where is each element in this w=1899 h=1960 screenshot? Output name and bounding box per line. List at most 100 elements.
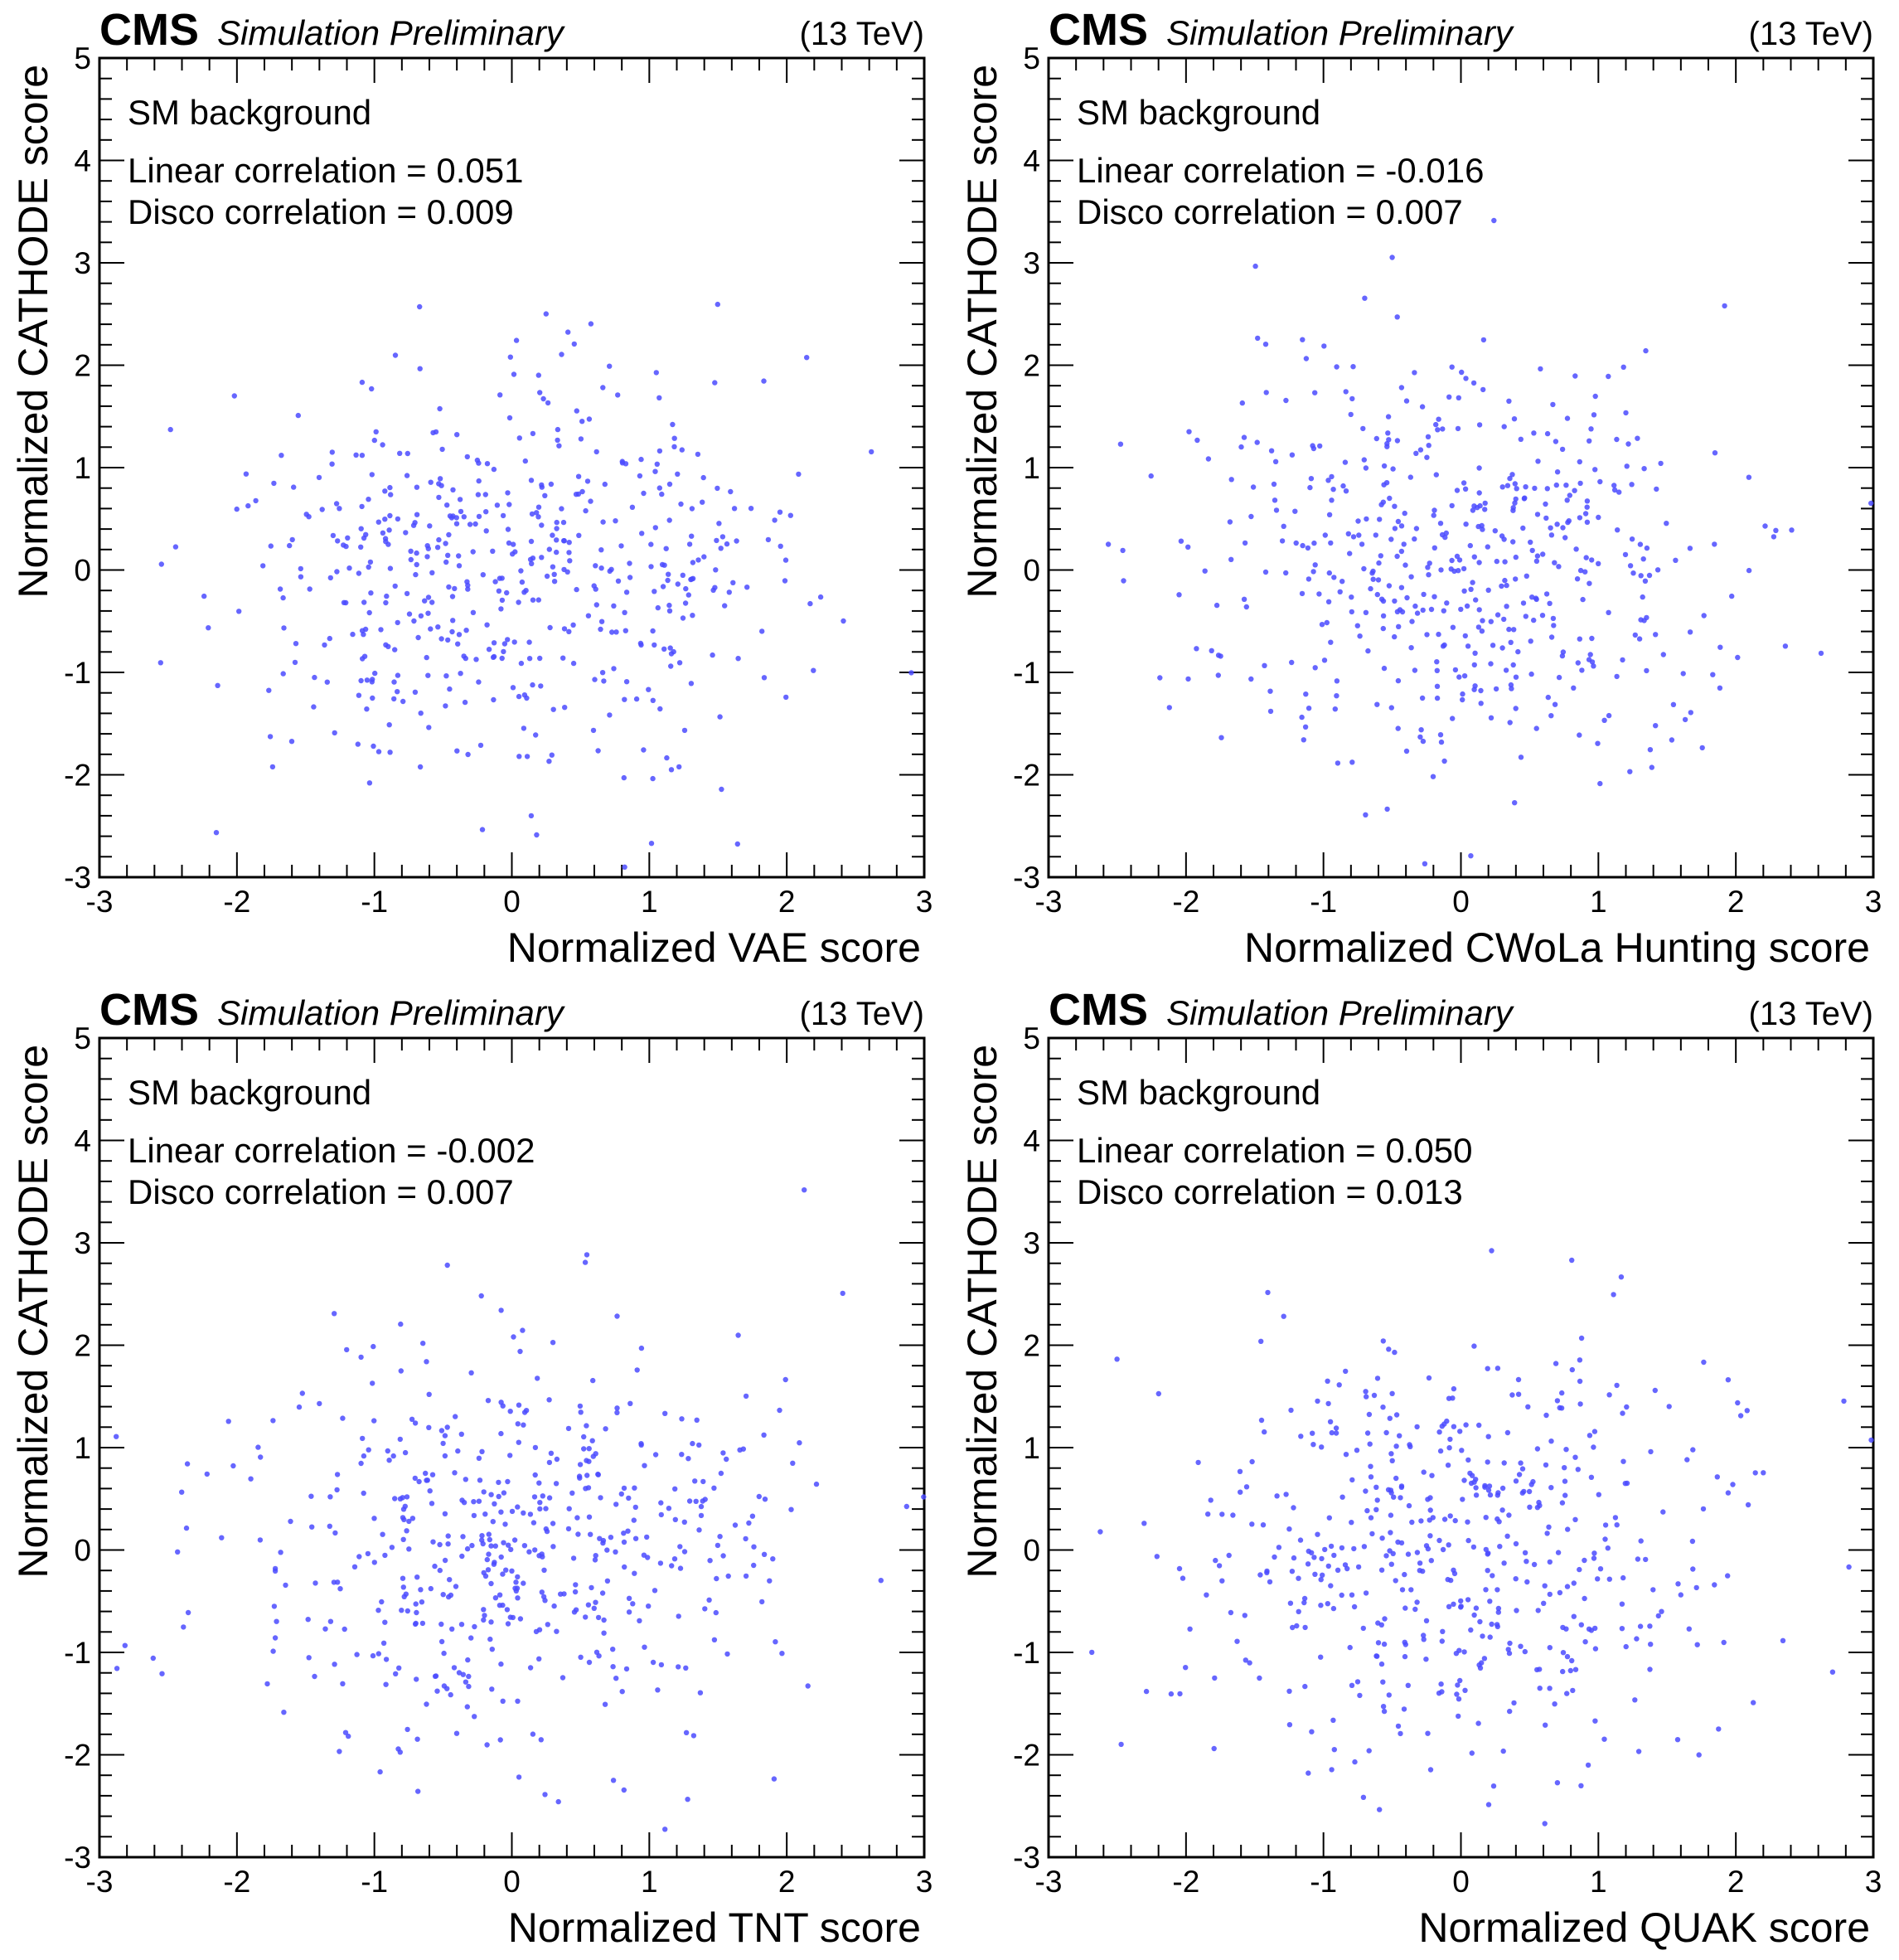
data-point xyxy=(1375,1620,1381,1626)
data-point xyxy=(1357,1692,1363,1699)
data-point xyxy=(533,732,539,738)
data-point xyxy=(253,497,259,504)
data-point xyxy=(1547,1591,1553,1598)
data-point xyxy=(1176,592,1182,598)
data-point xyxy=(696,1527,702,1533)
data-point xyxy=(462,699,468,706)
data-point xyxy=(1513,706,1519,711)
data-point xyxy=(1482,507,1488,512)
data-point xyxy=(332,1530,338,1536)
data-point xyxy=(601,1630,607,1636)
data-point xyxy=(387,484,393,491)
data-point xyxy=(1462,486,1469,492)
data-point xyxy=(1211,1745,1217,1752)
x-tick-label: 2 xyxy=(778,885,796,919)
data-point xyxy=(1634,1636,1640,1642)
data-point xyxy=(1537,1686,1543,1691)
data-point xyxy=(329,461,335,467)
data-point xyxy=(449,628,455,635)
data-point xyxy=(542,1598,548,1603)
data-point xyxy=(1252,263,1258,269)
data-point xyxy=(527,1511,534,1517)
panel-vae: CMS Simulation Preliminary (13 TeV) -3 -2 -1 0… xyxy=(0,0,949,980)
data-point xyxy=(1334,364,1339,370)
data-point xyxy=(1591,663,1596,669)
data-point xyxy=(1398,523,1405,529)
data-point xyxy=(1424,632,1430,638)
data-point xyxy=(426,1391,432,1397)
data-point xyxy=(1629,482,1635,488)
data-point xyxy=(632,1570,637,1576)
data-point xyxy=(461,653,467,659)
data-point xyxy=(1364,516,1369,522)
data-point xyxy=(438,1638,445,1645)
data-point xyxy=(271,1603,278,1609)
data-point xyxy=(1381,1641,1388,1647)
data-point xyxy=(652,642,657,648)
data-point xyxy=(491,696,497,703)
data-point xyxy=(1471,1612,1477,1618)
data-point xyxy=(586,1446,592,1452)
data-point xyxy=(422,598,428,604)
data-point xyxy=(487,1536,492,1543)
data-point xyxy=(1392,1349,1398,1356)
data-point xyxy=(414,1574,420,1580)
data-point xyxy=(1490,1783,1497,1789)
data-point xyxy=(556,443,562,449)
data-point xyxy=(1213,1557,1218,1564)
y-tick-label: 1 xyxy=(74,1431,91,1465)
data-point xyxy=(479,1537,485,1543)
data-point xyxy=(543,311,549,317)
y-tick-label: 5 xyxy=(1023,1021,1040,1055)
data-point xyxy=(650,775,656,782)
data-point xyxy=(501,641,508,647)
data-point xyxy=(1380,613,1387,619)
x-tick-label: -1 xyxy=(1310,1865,1337,1899)
data-point xyxy=(395,516,401,522)
data-point xyxy=(1398,1483,1405,1489)
data-point xyxy=(1744,1408,1750,1414)
data-point xyxy=(1378,502,1384,507)
data-point xyxy=(1281,1313,1286,1319)
data-point xyxy=(500,1698,506,1704)
data-point xyxy=(1597,478,1603,485)
data-point xyxy=(1591,412,1597,418)
data-point xyxy=(1258,1338,1264,1344)
data-point xyxy=(698,1512,705,1519)
data-point xyxy=(1543,591,1550,597)
data-point xyxy=(666,571,671,577)
data-point xyxy=(716,521,722,526)
data-point xyxy=(652,468,658,474)
data-point xyxy=(1228,1609,1234,1616)
data-point xyxy=(1397,1433,1402,1438)
data-point xyxy=(1441,1516,1448,1522)
data-point xyxy=(1422,861,1428,867)
data-point xyxy=(505,526,511,532)
data-point xyxy=(1565,519,1571,526)
y-tick-label: 5 xyxy=(74,41,91,75)
data-point xyxy=(740,1446,746,1452)
data-point xyxy=(400,1575,406,1581)
data-point xyxy=(1554,1398,1561,1404)
data-point xyxy=(445,1533,451,1539)
data-point xyxy=(777,1407,782,1414)
data-point xyxy=(1355,1564,1362,1570)
data-point xyxy=(1260,1522,1267,1528)
data-point xyxy=(434,1688,440,1694)
data-point xyxy=(1183,1665,1189,1671)
data-point xyxy=(429,1501,435,1506)
data-point xyxy=(1511,627,1517,633)
data-point xyxy=(1383,1553,1389,1559)
data-point xyxy=(1343,1368,1349,1375)
data-point xyxy=(1442,534,1448,541)
data-point xyxy=(1325,1563,1331,1569)
data-point xyxy=(1577,480,1583,487)
data-point xyxy=(541,1567,547,1573)
data-point xyxy=(1789,527,1795,533)
data-point xyxy=(1421,1469,1427,1475)
data-point xyxy=(621,1485,627,1492)
data-point xyxy=(1606,609,1611,615)
data-point xyxy=(576,1473,583,1479)
data-point xyxy=(1578,1335,1585,1341)
scatter-points xyxy=(1089,1248,1874,1827)
